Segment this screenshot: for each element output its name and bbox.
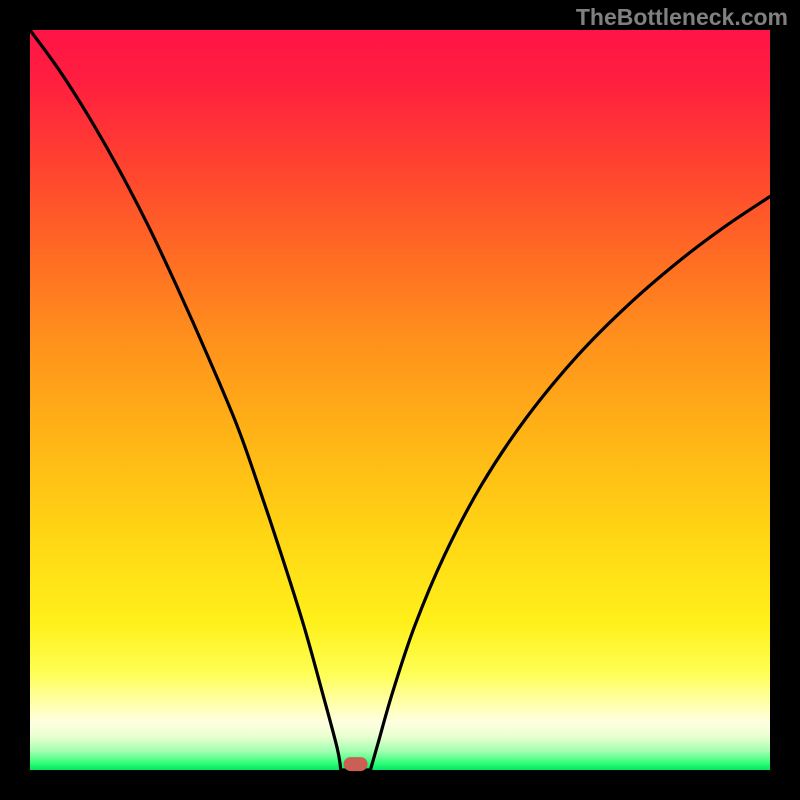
plot-background-gradient <box>30 30 770 770</box>
watermark-text: TheBottleneck.com <box>576 4 788 31</box>
bottleneck-chart: TheBottleneck.com <box>0 0 800 800</box>
chart-svg <box>0 0 800 800</box>
optimal-point-marker <box>344 757 368 771</box>
